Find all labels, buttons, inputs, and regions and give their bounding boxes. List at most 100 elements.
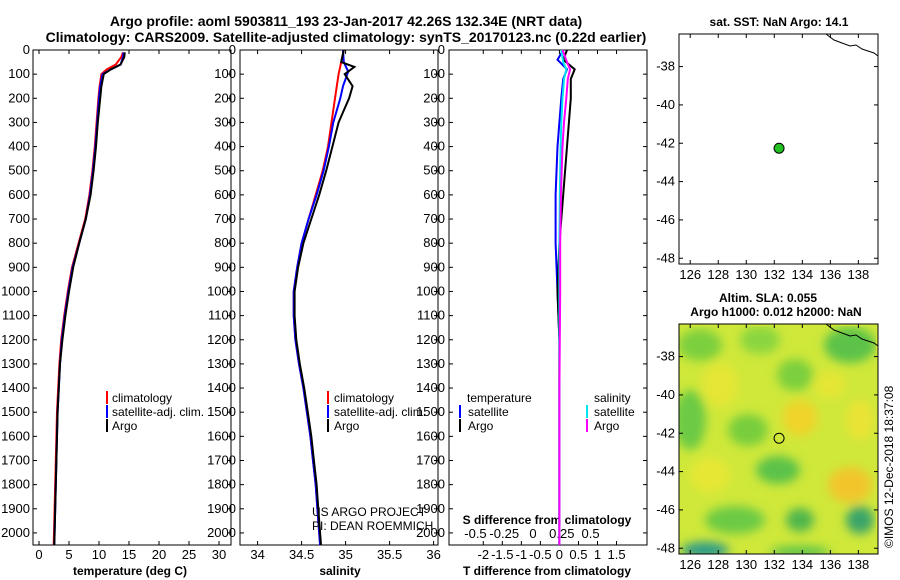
series-line-salinity-argo [558,49,572,545]
depth-tick-label: 2000 [1,525,30,540]
difference-x-ticks: -2 -1.5 -1 -0.5 0 0.5 1 1.5 [477,50,626,562]
depth-tick-label: 100 [423,66,445,81]
x-tick-label: 20 [152,547,166,562]
depth-tick-label: 300 [214,114,236,129]
difference-series [554,49,576,545]
depth-tick-label: 900 [8,259,30,274]
depth-tick-label: 1300 [207,356,236,371]
depth-tick-label: 1200 [416,332,445,347]
legend-label-sal-satellite: satellite [594,405,635,419]
x-tick-label: 0 [556,547,563,562]
depth-tick-label: 0 [23,42,30,57]
depth-tick-label: 1600 [416,428,445,443]
depth-tick-label: 100 [8,66,30,81]
salinity-panel-frame [239,49,439,546]
x-tick-label: 0 [35,547,42,562]
figure-title-line1: Argo profile: aoml 5903811_193 23-Jan-20… [110,13,582,29]
legend-label-sal-argo: Argo [594,419,620,433]
depth-tick-label: 1600 [207,428,236,443]
depth-tick-label: 1200 [207,332,236,347]
map-y-label: -38 [656,349,675,364]
depth-tick-label: 1800 [207,477,236,492]
x-tick-label: -1 [516,547,528,562]
x-tick-label: 34.5 [289,547,314,562]
map-x-label: 138 [848,557,870,572]
map-y-label: -48 [656,540,675,555]
map-y-label: -40 [656,387,675,402]
depth-tick-label: 1500 [416,404,445,419]
depth-tick-label: 400 [214,139,236,154]
legend-label-temp-argo: Argo [468,419,494,433]
sla-map-argo-location [773,432,785,444]
sst-map-title: sat. SST: NaN Argo: 14.1 [710,15,849,29]
legend-head-salinity: salinity [594,391,631,405]
legend-label-climatology: climatology [112,391,172,405]
sla-map-blobs [679,326,876,554]
x-tick-label: 15 [122,547,136,562]
s-tick-label: -0.5 [464,526,486,541]
map-x-label: 130 [735,557,757,572]
sst-map-argo-location [773,142,785,154]
temperature-legend: climatology satellite-adj. clim. Argo [106,391,204,433]
s-difference-label: S difference from climatology [463,513,632,527]
salinity-legend: climatology satellite-adj. clim. Argo [327,391,426,433]
s-tick-label: 0 [529,526,536,541]
depth-tick-label: 1300 [1,356,30,371]
sla-map-title-line2: Argo h1000: 0.012 h2000: NaN [690,305,861,319]
map-y-label: -46 [656,212,675,227]
depth-tick-label: 300 [8,114,30,129]
map-y-label: -38 [656,59,675,74]
depth-tick-label: 1100 [417,308,445,323]
depth-tick-label: 500 [214,163,236,178]
depth-tick-label: 500 [8,163,30,178]
map-y-label: -46 [656,502,675,517]
depth-tick-label: 1600 [1,428,30,443]
credit-project: US ARGO PROJECT [312,505,427,519]
depth-tick-label: 900 [214,259,236,274]
map-y-label: -44 [656,464,675,479]
legend-label-temp-satellite: satellite [468,405,509,419]
depth-tick-label: 2000 [416,525,445,540]
depth-tick-label: 1900 [207,501,236,516]
x-tick-label: 0.5 [569,547,587,562]
depth-tick-label: 200 [214,90,236,105]
map-x-label: 134 [791,557,813,572]
x-tick-label: 1 [594,547,601,562]
map-x-label: 128 [707,557,729,572]
series-line-argo [53,52,126,546]
x-tick-label: 25 [182,547,196,562]
salinity-xlabel: salinity [319,564,361,578]
depth-tick-label: 800 [214,235,236,250]
depth-tick-label: 1900 [416,501,445,516]
sst-map-ticks: -38 -40 -42 -44 -46 -48 126 128 130 132 134 136 138 [656,34,878,282]
salinity-x-ticks: 34 34.5 35 35.5 36 [250,50,441,562]
temperature-xlabel: temperature (deg C) [73,564,187,578]
depth-tick-label: 900 [423,259,445,274]
sla-map-coastline [825,323,879,347]
depth-tick-label: 1700 [416,452,445,467]
credit-pi: PI: DEAN ROEMMICH [312,519,433,533]
s-tick-label: 0.5 [582,526,600,541]
figure-title-line2: Climatology: CARS2009. Satellite-adjuste… [46,29,647,45]
depth-tick-label: 1700 [207,452,236,467]
depth-tick-label: 700 [214,211,236,226]
map-x-label: 128 [707,267,729,282]
depth-tick-label: 1400 [416,380,445,395]
x-tick-label: -0.5 [529,547,551,562]
depth-tick-label: 1900 [1,501,30,516]
imos-footer: ©IMOS 12-Dec-2018 18:37:08 [882,385,896,548]
depth-tick-label: 1100 [2,308,30,323]
depth-tick-label: 600 [423,187,445,202]
x-tick-label: 30 [212,547,226,562]
difference-panel-frame [448,49,648,546]
depth-tick-label: 1400 [1,380,30,395]
depth-tick-label: 500 [423,163,445,178]
map-x-label: 130 [735,267,757,282]
sst-map-coastline [825,33,879,57]
sla-map-title-line1: Altim. SLA: 0.055 [719,291,817,305]
depth-tick-label: 300 [423,114,445,129]
depth-tick-label: 1300 [416,356,445,371]
x-tick-label: 1.5 [607,547,625,562]
depth-tick-label: 800 [423,235,445,250]
